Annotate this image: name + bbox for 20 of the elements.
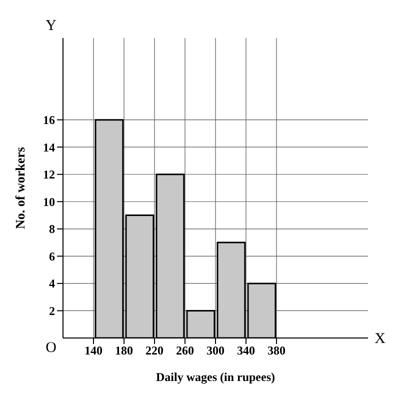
x-axis-title: Daily wages (in rupees)	[156, 370, 275, 384]
y-tick-label: 2	[49, 304, 55, 318]
x-tick-label: 260	[176, 344, 194, 358]
x-tick-label: 340	[237, 344, 255, 358]
x-tick-label: 380	[268, 344, 286, 358]
text: X	[374, 331, 386, 347]
y-tick-label: 4	[49, 276, 55, 291]
text: Y	[46, 18, 57, 34]
text: O	[46, 340, 57, 356]
x-tick-label: 180	[115, 344, 133, 358]
y-tick-label: 6	[49, 249, 55, 264]
y-axis-title: No. of workers	[12, 147, 28, 229]
y-tick-label: 14	[43, 140, 55, 154]
y-tick-label: 10	[43, 194, 55, 209]
x-tick-label: 220	[146, 344, 164, 358]
x-tick-label: 140	[84, 344, 102, 358]
y-tick-label: 16	[43, 113, 55, 128]
x-tick-label: 300	[206, 344, 224, 358]
y-tick-label: 12	[43, 168, 55, 182]
y-tick-label: 8	[49, 222, 55, 236]
